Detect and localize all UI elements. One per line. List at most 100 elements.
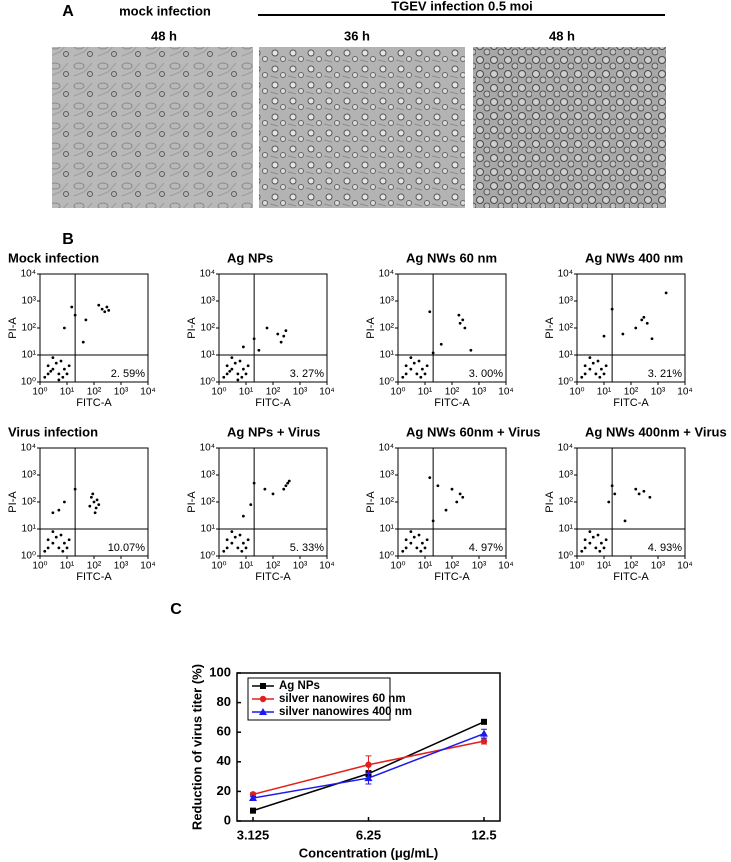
event-dot [444,508,448,512]
event-dot [588,356,592,360]
event-dot [642,489,646,493]
event-dot [401,375,405,379]
event-dot [640,318,644,322]
y-tick-label: 10¹ [22,350,37,361]
legend-box [247,677,391,721]
event-dot [46,538,50,542]
y-tick-label: 10¹ [201,524,216,535]
y-tick-label: 10⁴ [21,269,36,280]
x-axis-label: FITC-A [434,571,470,583]
marker [249,794,257,802]
plot-frame [397,273,507,383]
x-tick-label: 10² [87,387,102,398]
event-dot [458,321,462,325]
event-dot [419,375,423,379]
y-tick-label: 10¹ [559,350,574,361]
event-dot [57,508,61,512]
event-dot [51,356,55,360]
event-dot [602,334,606,338]
y-tick-label: 60 [217,724,231,739]
x-tick-label: 10⁰ [390,387,405,398]
y-tick-label: 10⁴ [379,443,394,454]
event-dot [412,535,416,539]
event-dot [415,372,419,376]
event-dot [252,337,256,341]
y-tick-label: 10² [201,497,216,508]
event-dot [276,332,280,336]
x-tick-label: 12.5 [471,827,496,842]
event-dot [51,541,55,545]
event-dot [428,310,432,314]
event-dot [583,546,587,550]
x-tick-label: 10⁴ [319,387,334,398]
event-dot [263,487,267,491]
event-dot [54,361,58,365]
x-axis-label: FITC-A [76,397,112,409]
x-tick-label: 10⁴ [677,561,692,572]
event-dot [588,530,592,534]
event-dot [284,484,288,488]
event-dot [599,541,603,545]
event-dot [461,318,465,322]
event-dot [610,307,614,311]
event-dot [230,367,234,371]
x-tick-label: 6.25 [356,827,381,842]
event-dot [100,307,104,311]
x-tick-label: 3.125 [237,827,270,842]
x-axis-label: FITC-A [255,571,291,583]
event-dot [621,332,625,336]
event-dot [46,364,50,368]
event-dot [46,546,50,550]
y-tick-label: 10³ [201,296,216,307]
marker [364,774,373,782]
event-dot [67,364,71,368]
event-dot [412,361,416,365]
x-tick-label: 10⁰ [569,387,584,398]
y-axis-label: PI-A [544,491,556,513]
x-tick-label: 10⁰ [32,387,47,398]
event-dot [252,481,256,485]
x-axis-label: FITC-A [76,571,112,583]
y-tick-label: 10⁴ [558,269,573,280]
quadrant-label: 4. 93% [648,542,682,554]
y-tick-label: 10³ [380,470,395,481]
event-dot [225,546,229,550]
event-dot [97,303,101,307]
event-dot [61,549,65,553]
y-tick-label: 10¹ [559,524,574,535]
y-tick-label: 10² [22,497,37,508]
legend-label: silver nanowires 400 nm [279,706,412,718]
event-dot [458,492,462,496]
event-dot [59,359,63,363]
event-dot [450,487,454,491]
event-dot [57,546,61,550]
y-axis-label: PI-A [186,491,198,513]
x-tick-label: 10³ [293,387,308,398]
event-dot [92,500,96,504]
event-dot [642,315,646,319]
event-dot [598,549,602,553]
x-tick-label: 10¹ [597,387,612,398]
event-dot [607,500,611,504]
y-tick-label: 10¹ [380,524,395,535]
x-tick-label: 10³ [114,387,129,398]
event-dot [246,364,250,368]
event-dot [62,326,66,330]
y-tick-label: 10⁴ [21,443,36,454]
event-dot [594,546,598,550]
marker [365,761,372,768]
event-dot [43,549,47,553]
event-dot [88,504,92,508]
time-label: 48 h [151,28,177,43]
event-dot [417,359,421,363]
event-dot [634,487,638,491]
event-dot [73,313,77,317]
event-dot [423,372,427,376]
event-dot [84,318,88,322]
y-axis-label: PI-A [7,491,19,513]
event-dot [93,511,97,515]
plot-frame [218,273,328,383]
event-dot [61,375,65,379]
event-dot [602,546,606,550]
event-dot [404,372,408,376]
